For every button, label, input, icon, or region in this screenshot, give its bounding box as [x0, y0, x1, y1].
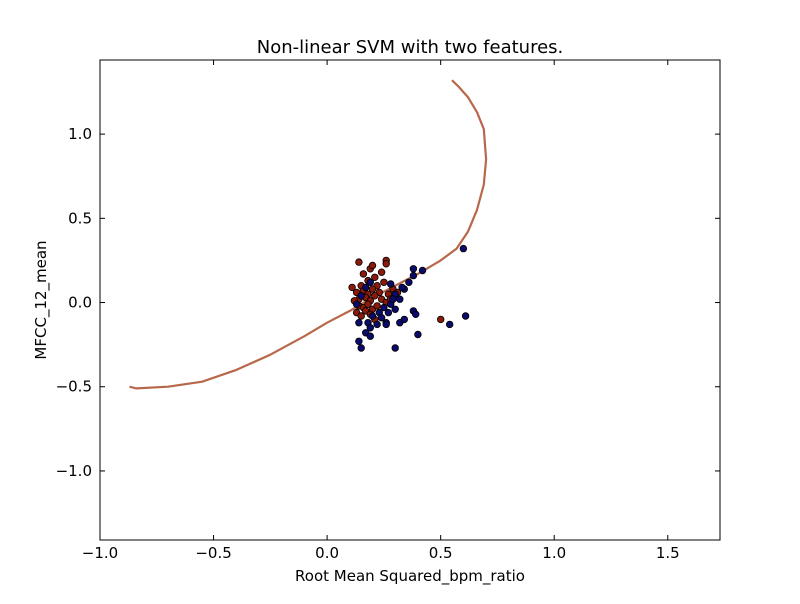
scatter-point-blue — [418, 266, 427, 275]
scatter-point-blue — [384, 308, 393, 317]
axes-frame — [99, 59, 721, 541]
scatter-point-blue — [414, 330, 422, 339]
scatter-point-blue — [387, 280, 395, 288]
scatter-point-blue — [389, 295, 397, 303]
scatter-point-red — [382, 260, 390, 268]
scatter-point-red — [373, 302, 381, 310]
x-tick-label: −0.5 — [195, 544, 231, 562]
scatter-point-red — [355, 258, 363, 266]
plot-area — [99, 59, 721, 541]
x-tick-label: 0.0 — [315, 544, 339, 562]
scatter-point-blue — [412, 310, 420, 318]
scatter-point-red — [380, 278, 388, 286]
scatter-point-blue — [459, 244, 468, 253]
scatter-point-blue — [380, 303, 388, 312]
scatter-point-blue — [352, 300, 361, 308]
y-tick-label: 0.0 — [68, 294, 92, 312]
scatter-point-red — [368, 285, 377, 293]
scatter-point-red — [377, 268, 386, 276]
scatter-point-blue — [398, 283, 406, 292]
scatter-point-blue — [396, 295, 404, 303]
scatter-point-red — [371, 292, 379, 300]
y-axis: −1.0 −0.5 0.0 0.5 1.0 — [56, 125, 720, 480]
scatter-point-blue — [461, 312, 470, 320]
scatter-point-blue — [391, 344, 399, 352]
scatter-point-blue — [362, 283, 370, 292]
y-tick-label: −1.0 — [56, 462, 92, 480]
scatter-point-blue — [366, 278, 374, 286]
scatter-point-blue — [366, 324, 374, 332]
decision-boundary-line — [129, 79, 488, 390]
y-tick-label: −0.5 — [56, 378, 92, 396]
scatter-point-red — [371, 273, 379, 281]
scatter-point-blue — [373, 320, 381, 329]
x-tick-label: −1.0 — [82, 544, 118, 562]
scatter-point-blue — [355, 319, 363, 327]
scatter-point-red — [368, 261, 377, 270]
scatter-point-blue — [382, 320, 390, 329]
x-tick-label: 1.0 — [542, 544, 566, 562]
x-tick-label: 1.5 — [656, 544, 680, 562]
scatter-point-blue — [377, 314, 386, 322]
scatter-point-blue — [357, 292, 365, 300]
scatter-point-red — [437, 315, 445, 324]
scatter-point-red — [364, 300, 372, 308]
x-tick-label: 0.5 — [429, 544, 453, 562]
y-tick-label: 0.5 — [68, 209, 92, 227]
scatter-point-blue — [357, 344, 365, 352]
scatter-point-blue — [355, 337, 363, 345]
scatter-point-red — [357, 312, 365, 320]
scatter-point-blue — [409, 265, 418, 273]
scatter-point-blue — [368, 312, 377, 320]
y-tick-label: 1.0 — [68, 125, 92, 143]
scatter-point-red — [348, 283, 356, 292]
scatter-point-blue — [446, 320, 454, 329]
y-axis-label: MFCC_12_mean — [32, 240, 51, 359]
x-axis: −1.0 −0.5 0.0 0.5 1.0 1.5 — [82, 60, 680, 562]
scatter-point-blue — [400, 315, 408, 324]
scatter-point-red — [359, 270, 368, 278]
scatter-point-blue — [405, 278, 413, 286]
x-axis-label: Root Mean Squared_bpm_ratio — [295, 567, 525, 586]
scatter-point-blue — [391, 305, 399, 313]
scatter-point-blue — [366, 332, 374, 340]
chart-title: Non-linear SVM with two features. — [257, 37, 564, 58]
scatter-point-blue — [409, 271, 418, 280]
